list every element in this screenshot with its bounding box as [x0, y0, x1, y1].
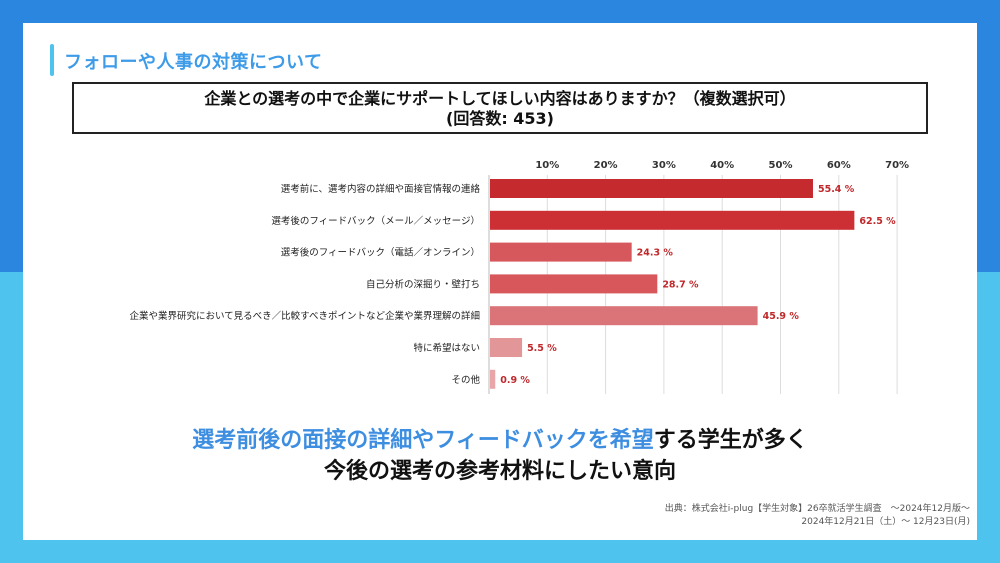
category-label: 企業や業界研究において見るべき／比較すべきポイントなど企業や業界理解の詳細 [129, 310, 480, 322]
source-note: 出典：株式会社i-plug【学生対象】26卒就活学生調査 〜2024年12月版〜… [665, 503, 970, 529]
x-tick-label: 60% [827, 160, 851, 171]
bar [490, 338, 523, 357]
x-tick-label: 70% [885, 160, 909, 171]
bar [490, 210, 855, 230]
response-count: (回答数: 453) [446, 109, 554, 128]
conclusion-line-2: 今後の選考の参考材料にしたい意向 [323, 459, 676, 484]
category-label: 選考前に、選考内容の詳細や面接官情報の連絡 [281, 183, 481, 195]
conclusion-highlight: 選考前後の面接の詳細やフィードバックを希望 [192, 428, 654, 453]
bar [490, 369, 496, 389]
question-text: 企業との選考の中で企業にサポートしてほしい内容はありますか？（複数選択可） [204, 89, 796, 108]
x-tick-label: 40% [710, 160, 734, 171]
category-label: 選考後のフィードバック（メール／メッセージ） [271, 215, 480, 227]
value-label: 45.9 % [763, 311, 800, 322]
value-label: 55.4 % [818, 184, 855, 195]
x-tick-label: 20% [594, 160, 618, 171]
bar [490, 242, 632, 262]
conclusion-line-1: 選考前後の面接の詳細やフィードバックを希望する学生が多く [0, 425, 1000, 456]
value-label: 0.9 % [500, 375, 530, 386]
category-label: 自己分析の深掘り・壁打ち [366, 278, 480, 290]
category-label: 選考後のフィードバック（電話／オンライン） [281, 247, 480, 259]
bar [490, 274, 658, 294]
category-label: 特に希望はない [413, 342, 480, 354]
value-label: 62.5 % [859, 216, 896, 227]
bar [490, 306, 758, 326]
x-tick-label: 10% [535, 160, 559, 171]
question-box: 企業との選考の中で企業にサポートしてほしい内容はありますか？（複数選択可） (回… [72, 82, 928, 134]
slide-heading: フォローや人事の対策について [64, 52, 323, 73]
value-label: 5.5 % [527, 343, 557, 354]
source-line-1: 出典：株式会社i-plug【学生対象】26卒就活学生調査 〜2024年12月版〜 [664, 504, 970, 514]
conclusion-rest: する学生が多く [653, 428, 808, 453]
bar [490, 179, 813, 198]
category-label: その他 [451, 374, 480, 386]
source-line-2: 2024年12月21日（土）〜 12月23日(月) [801, 517, 970, 527]
conclusion: 選考前後の面接の詳細やフィードバックを希望する学生が多く 今後の選考の参考材料に… [0, 425, 1000, 487]
value-label: 28.7 % [662, 279, 699, 290]
x-tick-label: 50% [769, 160, 793, 171]
value-label: 24.3 % [637, 248, 674, 259]
heading-accent-bar [50, 44, 54, 76]
x-tick-label: 30% [652, 160, 676, 171]
